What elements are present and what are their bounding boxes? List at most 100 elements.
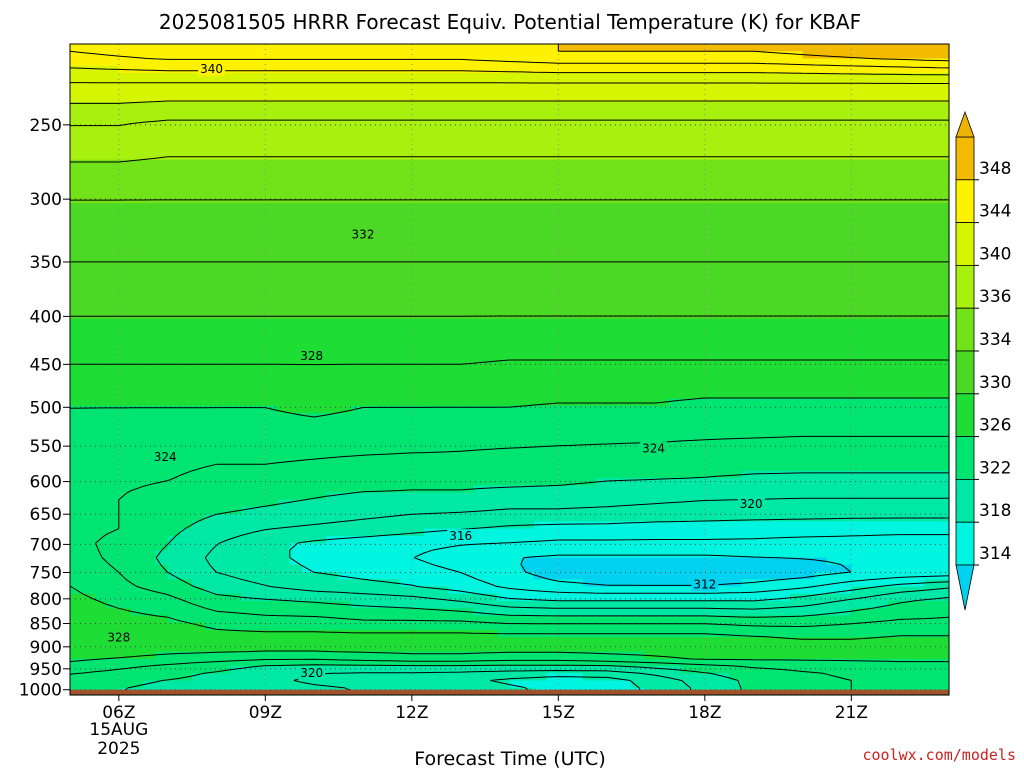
field-cell <box>240 181 254 190</box>
field-cell <box>106 347 120 356</box>
field-cell <box>118 80 132 88</box>
field-cell <box>277 224 291 233</box>
field-cell <box>643 506 657 515</box>
field-cell <box>192 311 205 320</box>
field-cell <box>912 232 926 240</box>
field-cell <box>424 224 437 233</box>
field-cell <box>411 405 425 414</box>
field-cell <box>155 80 169 88</box>
field-cell <box>436 72 450 81</box>
field-cell <box>717 427 730 436</box>
field-cell <box>753 514 767 522</box>
field-cell <box>106 434 120 443</box>
field-cell <box>778 376 791 385</box>
field-cell <box>558 203 572 211</box>
field-cell <box>533 355 547 363</box>
field-cell <box>863 499 877 508</box>
field-cell <box>814 521 828 530</box>
field-cell <box>607 261 620 269</box>
field-cell <box>619 58 633 67</box>
field-cell <box>350 297 364 305</box>
field-cell <box>936 282 950 291</box>
field-cell <box>289 369 303 378</box>
field-cell <box>558 398 572 407</box>
field-cell <box>424 239 437 248</box>
field-cell <box>118 174 132 183</box>
field-cell <box>399 181 413 190</box>
field-cell <box>289 145 303 154</box>
field-cell <box>277 159 291 168</box>
field-cell <box>106 333 120 342</box>
field-cell <box>448 80 462 88</box>
field-cell <box>497 528 511 537</box>
field-cell <box>765 499 779 508</box>
field-cell <box>631 420 645 428</box>
field-cell <box>607 138 620 146</box>
field-cell <box>509 398 523 407</box>
field-cell <box>167 138 181 146</box>
field-cell <box>631 297 645 305</box>
field-cell <box>741 391 755 400</box>
field-cell <box>411 492 425 501</box>
field-cell <box>546 499 559 508</box>
field-cell <box>765 275 779 284</box>
field-cell <box>839 65 852 74</box>
field-cell <box>924 391 938 400</box>
field-cell <box>582 318 596 327</box>
field-cell <box>875 268 889 277</box>
field-cell <box>875 405 889 414</box>
field-cell <box>875 297 889 305</box>
field-cell <box>424 499 437 508</box>
field-cell <box>778 123 791 132</box>
field-cell <box>729 333 743 342</box>
field-cell <box>631 412 645 421</box>
field-cell <box>814 355 828 363</box>
field-cell <box>314 232 327 240</box>
field-cell <box>607 420 620 428</box>
field-cell <box>656 521 669 530</box>
field-cell <box>240 239 254 248</box>
field-cell <box>436 506 450 515</box>
field-cell <box>692 427 706 436</box>
field-cell <box>692 289 706 298</box>
field-cell <box>692 65 706 74</box>
field-cell <box>912 65 926 74</box>
field-cell <box>765 478 779 486</box>
field-cell <box>350 80 364 88</box>
field-cell <box>753 427 767 436</box>
field-cell <box>924 326 938 334</box>
field-cell <box>729 355 743 363</box>
field-cell <box>460 87 474 96</box>
field-cell <box>265 412 279 421</box>
field-cell <box>863 130 877 139</box>
field-cell <box>265 159 279 168</box>
field-cell <box>802 239 816 248</box>
field-cell <box>546 232 559 240</box>
field-cell <box>607 434 620 443</box>
field-cell <box>301 492 315 501</box>
field-cell <box>668 123 682 132</box>
field-cell <box>900 101 913 110</box>
field-cell <box>680 521 694 530</box>
field-cell <box>472 232 486 240</box>
field-cell <box>692 166 706 175</box>
field-cell <box>753 528 767 537</box>
field-cell <box>814 304 828 313</box>
field-cell <box>607 427 620 436</box>
field-cell <box>814 239 828 248</box>
field-cell <box>790 239 804 248</box>
field-cell <box>167 405 181 414</box>
field-cell <box>167 478 181 486</box>
field-cell <box>826 94 840 103</box>
field-cell <box>387 492 401 501</box>
field-cell <box>753 449 767 457</box>
field-cell <box>509 449 523 457</box>
field-cell <box>253 282 266 291</box>
field-cell <box>521 362 535 371</box>
field-cell <box>607 253 620 262</box>
field-cell <box>582 44 596 52</box>
field-cell <box>363 109 376 117</box>
field-cell <box>350 362 364 371</box>
field-cell <box>216 405 230 414</box>
field-cell <box>778 203 791 211</box>
